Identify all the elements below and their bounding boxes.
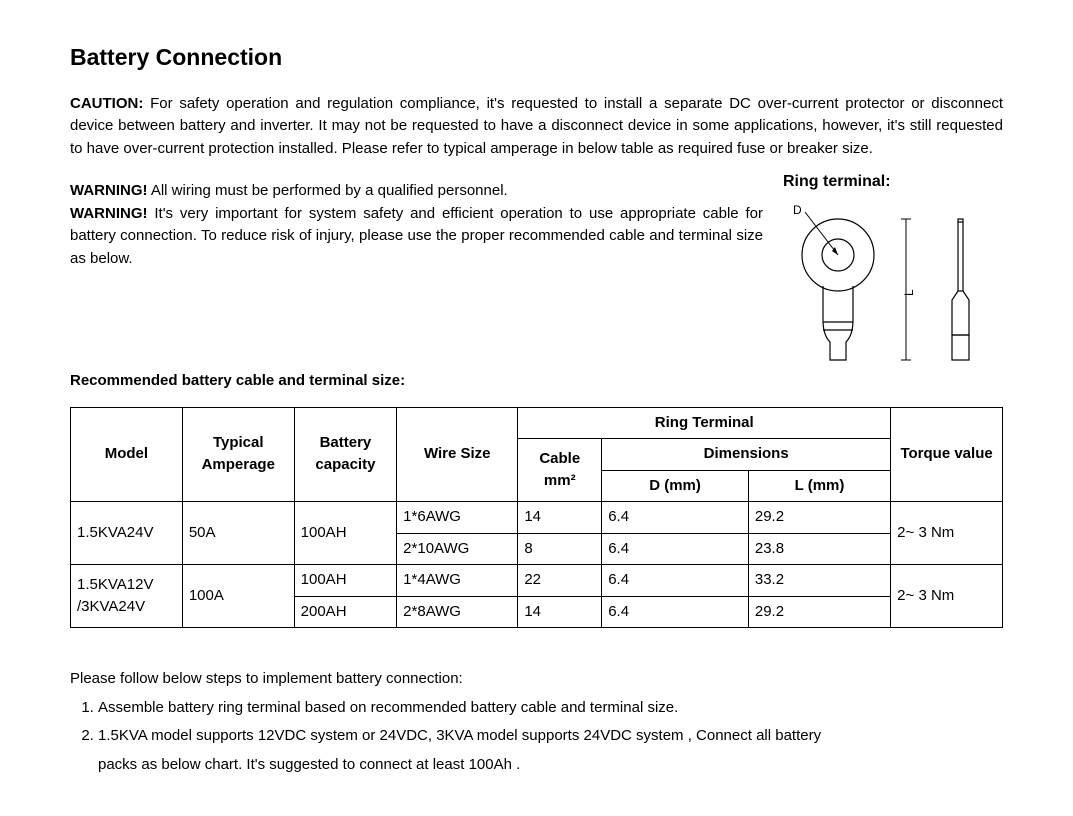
warning2-paragraph: WARNING! It's very important for system … (70, 203, 770, 271)
cell-model: 1.5KVA12V /3KVA24V (71, 565, 183, 628)
cell-amperage: 100A (182, 565, 294, 628)
table-row: 1.5KVA12V /3KVA24V 100A 100AH 1*4AWG 22 … (71, 565, 1003, 597)
cell-torque: 2~ 3 Nm (891, 565, 1003, 628)
ring-terminal-label: Ring terminal: (783, 170, 1003, 194)
cell-cable: 14 (518, 596, 602, 628)
warning2-text: It's very important for system safety an… (70, 205, 763, 267)
caution-label: CAUTION: (70, 95, 143, 112)
table-header-row1: Model Typical Amperage Battery capacity … (71, 407, 1003, 439)
th-d: D (mm) (602, 470, 749, 502)
cell-wire: 1*6AWG (397, 502, 518, 534)
caution-paragraph: CAUTION: For safety operation and regula… (70, 93, 1003, 161)
diagram-d-label: D (793, 203, 802, 217)
table-title: Recommended battery cable and terminal s… (70, 370, 1003, 393)
steps-intro: Please follow below steps to implement b… (70, 668, 1003, 691)
cell-wire: 2*8AWG (397, 596, 518, 628)
steps-block: Please follow below steps to implement b… (70, 668, 1003, 776)
cell-l: 23.8 (748, 533, 890, 565)
step-item-2: 1.5KVA model supports 12VDC system or 24… (98, 725, 1003, 748)
step-item-2-cont: packs as below chart. It's suggested to … (70, 754, 1003, 777)
cell-cable: 8 (518, 533, 602, 565)
cell-torque: 2~ 3 Nm (891, 502, 1003, 565)
diagram-l-label: L (902, 289, 916, 296)
cell-amperage: 50A (182, 502, 294, 565)
cell-capacity: 100AH (294, 502, 397, 565)
th-model: Model (71, 407, 183, 502)
warning1-text: All wiring must be performed by a qualif… (148, 182, 508, 199)
th-amperage: Typical Amperage (182, 407, 294, 502)
th-cable: Cable mm² (518, 439, 602, 502)
table-row: 1.5KVA24V 50A 100AH 1*6AWG 14 6.4 29.2 2… (71, 502, 1003, 534)
cell-l: 29.2 (748, 596, 890, 628)
cell-cable: 22 (518, 565, 602, 597)
cell-wire: 2*10AWG (397, 533, 518, 565)
cell-l: 29.2 (748, 502, 890, 534)
warning1-label: WARNING! (70, 182, 148, 199)
cell-d: 6.4 (602, 533, 749, 565)
ring-terminal-diagram: D L (783, 200, 993, 370)
cell-d: 6.4 (602, 596, 749, 628)
caution-text: For safety operation and regulation comp… (70, 95, 1003, 157)
cell-model: 1.5KVA24V (71, 502, 183, 565)
th-torque: Torque value (891, 407, 1003, 502)
cell-capacity: 100AH (294, 565, 397, 597)
th-ring: Ring Terminal (518, 407, 891, 439)
cell-wire: 1*4AWG (397, 565, 518, 597)
cell-d: 6.4 (602, 565, 749, 597)
cell-cable: 14 (518, 502, 602, 534)
step-item-1: Assemble battery ring terminal based on … (98, 697, 1003, 720)
th-capacity: Battery capacity (294, 407, 397, 502)
th-dimensions: Dimensions (602, 439, 891, 471)
th-l: L (mm) (748, 470, 890, 502)
cable-table: Model Typical Amperage Battery capacity … (70, 407, 1003, 629)
page-title: Battery Connection (70, 40, 1003, 75)
ring-terminal-block: Ring terminal: D L (783, 170, 1003, 370)
cell-d: 6.4 (602, 502, 749, 534)
cell-l: 33.2 (748, 565, 890, 597)
cell-capacity: 200AH (294, 596, 397, 628)
warning2-label: WARNING! (70, 205, 148, 222)
th-wire: Wire Size (397, 407, 518, 502)
